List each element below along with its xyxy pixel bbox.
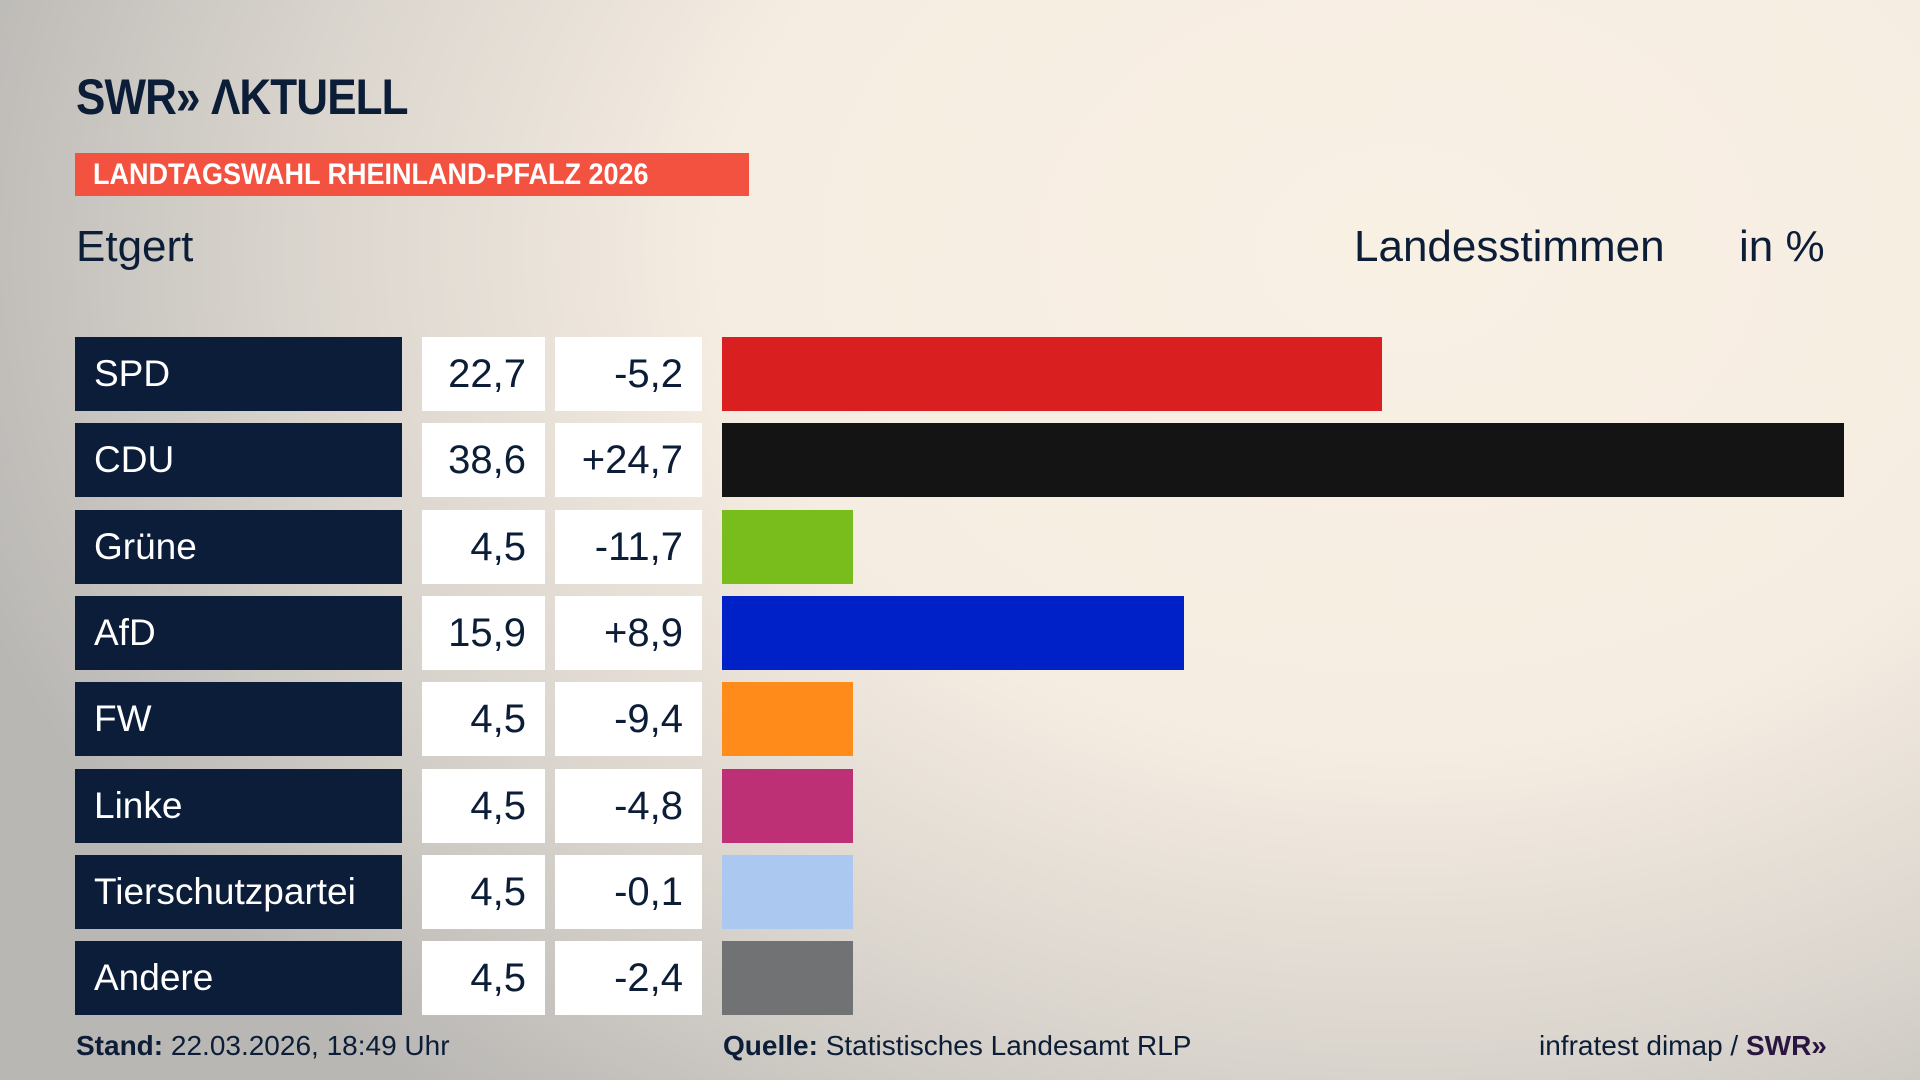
banner-text: LANDTAGSWAHL RHEINLAND-PFALZ 2026 (93, 158, 649, 191)
credit-text: infratest dimap / (1539, 1030, 1746, 1061)
party-label: Linke (75, 768, 402, 843)
bar (722, 854, 853, 929)
party-label: CDU (75, 423, 402, 498)
value-label: 4,5 (422, 682, 545, 757)
election-banner: LANDTAGSWAHL RHEINLAND-PFALZ 2026 (75, 153, 749, 196)
party-label: FW (75, 682, 402, 757)
unit-label: in % (1739, 222, 1825, 271)
bar (722, 682, 853, 757)
party-label: Andere (75, 941, 402, 1016)
source: Quelle: Statistisches Landesamt RLP (723, 1030, 1191, 1062)
diff-label: -5,2 (555, 337, 702, 411)
value-label: 4,5 (422, 854, 545, 929)
stand-label: Stand: (76, 1030, 164, 1061)
bar (722, 768, 853, 843)
value-label: 4,5 (422, 768, 545, 843)
credit: infratest dimap / SWR» (1539, 1030, 1827, 1062)
value-label: 15,9 (422, 595, 545, 670)
diff-label: -0,1 (555, 854, 702, 929)
value-label: 4,5 (422, 941, 545, 1016)
bar (722, 941, 853, 1016)
value-label: 4,5 (422, 509, 545, 584)
source-value: Statistisches Landesamt RLP (817, 1030, 1192, 1061)
party-label: Grüne (75, 509, 402, 584)
party-label: SPD (75, 337, 402, 411)
party-label: AfD (75, 595, 402, 670)
swr-logo: SWR» (1745, 1030, 1827, 1061)
diff-label: +8,9 (555, 595, 702, 670)
diff-label: -2,4 (555, 941, 702, 1016)
bar (722, 423, 1844, 498)
stand-value: 22.03.2026, 18:49 Uhr (163, 1030, 450, 1061)
diff-label: +24,7 (555, 423, 702, 498)
diff-label: -4,8 (555, 768, 702, 843)
diff-label: -9,4 (555, 682, 702, 757)
party-label: Tierschutzpartei (75, 854, 402, 929)
source-label: Quelle: (723, 1030, 818, 1061)
value-label: 22,7 (422, 337, 545, 411)
measure-label: Landesstimmen (1354, 222, 1665, 271)
place-title: Etgert (76, 222, 194, 271)
bar (722, 337, 1382, 411)
bar (722, 509, 853, 584)
swr-aktuell-logo: SWR» ΛKTUELL (76, 69, 409, 125)
timestamp: Stand: 22.03.2026, 18:49 Uhr (76, 1030, 450, 1062)
bar (722, 595, 1185, 670)
diff-label: -11,7 (555, 509, 702, 584)
value-label: 38,6 (422, 423, 545, 498)
